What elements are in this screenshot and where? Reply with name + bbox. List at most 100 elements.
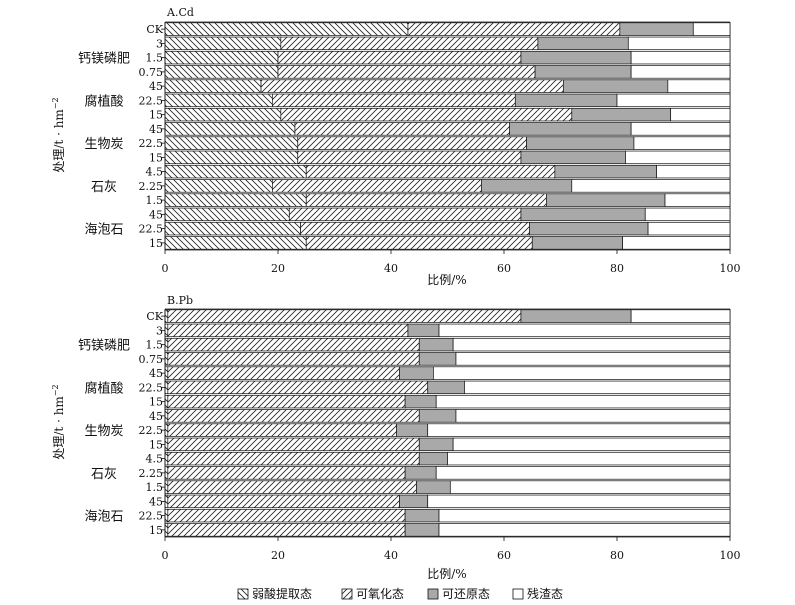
group-label-0-2: 生物炭 — [84, 137, 123, 152]
bar-1-13-residual — [427, 494, 731, 509]
bar-1-14-weak-acid — [164, 508, 169, 523]
x-tick-label-1-0: 0 — [162, 549, 169, 562]
y-tick-label-0-0: CK — [146, 23, 163, 36]
bar-0-10-weak-acid — [164, 164, 307, 179]
svg-text:处理/t · hm−2: 处理/t · hm−2 — [51, 97, 66, 172]
bar-0-13-weak-acid — [164, 207, 290, 222]
bar-0-0-residual — [692, 22, 731, 36]
group-label-1-1: 腐植酸 — [84, 381, 123, 396]
ylabel-cd-text: 处理/t · hm — [52, 109, 66, 173]
bar-0-2-oxidizable — [277, 50, 522, 65]
bar-1-10-oxidizable — [167, 451, 420, 466]
y-tick-label-0-4: 45 — [149, 80, 163, 93]
group-label-0-3: 石灰 — [91, 180, 117, 195]
bar-1-11-weak-acid — [164, 466, 169, 480]
bar-0-4-oxidizable — [260, 79, 564, 93]
bar-0-13-residual — [644, 207, 731, 222]
bar-1-4-oxidizable — [167, 366, 400, 380]
bar-0-4-reducible — [562, 79, 669, 93]
y-tick-label-1-14: 22.5 — [139, 510, 164, 523]
x-tick-label-0-4: 80 — [610, 262, 624, 275]
legend-swatch-weak-acid — [237, 588, 249, 600]
bar-0-1-oxidizable — [280, 36, 539, 51]
y-tick-label-0-1: 3 — [156, 37, 163, 50]
bar-1-12-reducible — [416, 480, 451, 494]
bar-0-7-residual — [630, 122, 731, 136]
xlabel-cd: 比例/% — [427, 273, 466, 287]
y-tick-label-0-2: 1.5 — [146, 52, 164, 65]
bar-0-2-reducible — [520, 50, 632, 65]
bar-0-12-reducible — [546, 193, 666, 207]
bar-0-11-reducible — [481, 179, 573, 193]
bar-1-8-oxidizable — [167, 423, 397, 437]
bar-0-15-oxidizable — [305, 236, 533, 250]
y-tick-label-0-12: 1.5 — [146, 194, 164, 207]
bar-0-8-weak-acid — [164, 136, 299, 150]
bar-0-2-weak-acid — [164, 50, 279, 65]
bar-0-6-weak-acid — [164, 107, 282, 122]
bar-1-11-residual — [435, 466, 731, 480]
bar-0-7-reducible — [509, 122, 632, 136]
bar-1-1-residual — [438, 323, 731, 338]
bar-1-7-oxidizable — [167, 409, 420, 423]
bar-0-11-oxidizable — [272, 179, 482, 193]
y-tick-label-1-12: 1.5 — [146, 481, 164, 494]
bar-1-6-residual — [435, 394, 731, 409]
x-tick-label-0-5: 100 — [720, 262, 741, 275]
y-tick-label-1-13: 45 — [149, 495, 163, 508]
y-tick-label-1-2: 1.5 — [146, 339, 164, 352]
bar-0-12-weak-acid — [164, 193, 307, 207]
legend-swatch-oxidizable — [341, 588, 353, 600]
bar-0-9-weak-acid — [164, 150, 299, 165]
panel-cd: A.Cd 处理/t · hm−2 比例/% CK31.50.754522.515… — [51, 6, 741, 287]
bar-1-5-weak-acid — [164, 380, 169, 395]
panel-pb: B.Pb 处理/t · hm−2 比例/% CK31.50.754522.515… — [51, 294, 741, 581]
x-tick-label-0-0: 0 — [162, 262, 169, 275]
legend-item-oxidizable: 可氧化态 — [341, 587, 404, 601]
group-label-1-4: 海泡石 — [84, 510, 123, 525]
bar-0-2-residual — [630, 50, 731, 65]
bar-1-7-reducible — [418, 409, 457, 423]
bar-1-12-residual — [449, 480, 731, 494]
bar-1-2-weak-acid — [164, 337, 169, 352]
bar-0-6-residual — [670, 107, 731, 122]
bar-1-14-reducible — [404, 508, 440, 523]
bar-0-1-reducible — [537, 36, 629, 51]
x-tick-label-1-5: 100 — [720, 549, 741, 562]
bar-0-3-oxidizable — [277, 65, 536, 79]
bar-1-2-reducible — [418, 337, 454, 352]
bar-0-4-residual — [667, 79, 731, 93]
bar-0-7-weak-acid — [164, 122, 296, 136]
group-label-0-1: 腐植酸 — [84, 94, 123, 109]
y-tick-label-0-3: 0.75 — [139, 66, 164, 79]
ylabel-cd: 处理/t · hm−2 — [51, 97, 66, 172]
bar-1-9-residual — [452, 437, 731, 452]
bar-0-15-residual — [622, 236, 731, 250]
ylabel-cd-sup: −2 — [51, 97, 60, 109]
panel-title-cd: A.Cd — [166, 6, 194, 19]
bar-0-11-residual — [571, 179, 731, 193]
bar-0-14-oxidizable — [300, 221, 530, 236]
bar-1-9-oxidizable — [167, 437, 420, 452]
panel-title-pb: B.Pb — [167, 294, 193, 307]
bar-1-2-residual — [452, 337, 731, 352]
bar-0-9-reducible — [520, 150, 626, 165]
bar-0-11-weak-acid — [164, 179, 273, 193]
bar-1-9-reducible — [418, 437, 454, 452]
bar-0-14-residual — [647, 221, 731, 236]
legend-item-reducible: 可还原态 — [427, 587, 490, 601]
bar-1-15-residual — [438, 523, 731, 537]
svg-text:处理/t · hm−2: 处理/t · hm−2 — [51, 384, 66, 459]
bar-0-0-weak-acid — [164, 22, 409, 36]
bar-1-13-weak-acid — [164, 494, 169, 509]
bar-1-11-reducible — [404, 466, 437, 480]
bar-1-5-oxidizable — [167, 380, 429, 395]
y-tick-label-0-9: 15 — [149, 151, 163, 164]
bar-1-3-oxidizable — [167, 352, 420, 366]
y-tick-label-0-15: 15 — [149, 237, 163, 250]
xlabel-pb: 比例/% — [427, 567, 466, 581]
bar-0-5-oxidizable — [272, 93, 516, 108]
bar-0-3-reducible — [534, 65, 632, 79]
bar-0-6-reducible — [571, 107, 672, 122]
bar-1-0-weak-acid — [164, 309, 169, 323]
